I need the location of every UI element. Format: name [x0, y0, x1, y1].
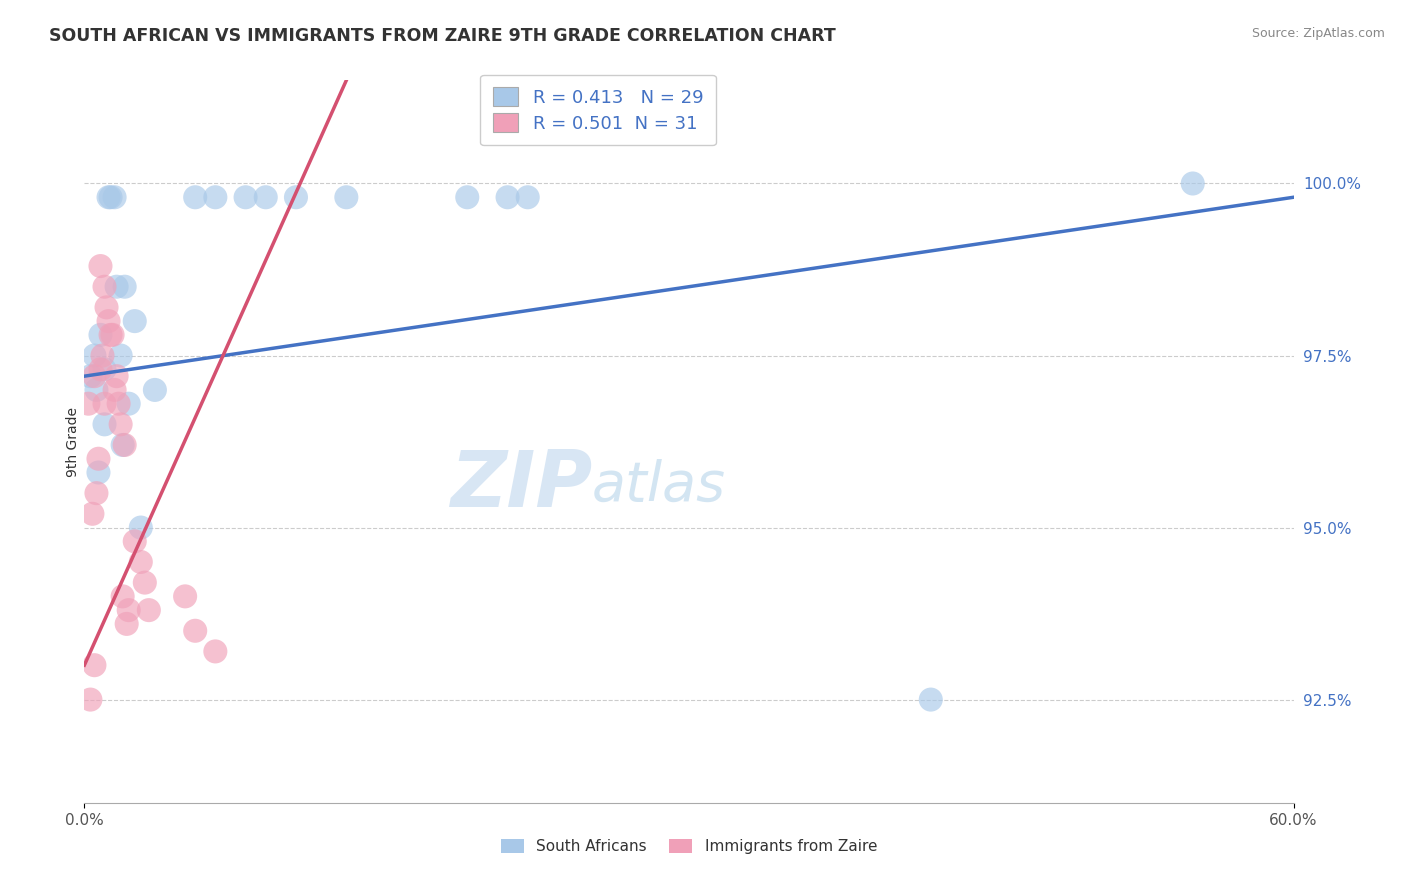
Point	[96, 301, 118, 315]
Point	[79, 692, 101, 706]
Legend: South Africans, Immigrants from Zaire: South Africans, Immigrants from Zaire	[495, 832, 883, 860]
Point	[335, 190, 357, 204]
Point	[105, 279, 128, 293]
Text: atlas: atlas	[592, 458, 727, 511]
Point	[105, 369, 128, 384]
Point	[87, 451, 110, 466]
Point	[204, 190, 226, 204]
Point	[89, 327, 111, 342]
Y-axis label: 9th Grade: 9th Grade	[66, 407, 80, 476]
Point	[118, 603, 141, 617]
Point	[235, 190, 257, 204]
Point	[100, 190, 122, 204]
Point	[97, 190, 120, 204]
Point	[104, 190, 127, 204]
Point	[129, 520, 152, 534]
Point	[1181, 177, 1204, 191]
Point	[107, 397, 129, 411]
Point	[143, 383, 166, 397]
Point	[104, 383, 127, 397]
Point	[97, 314, 120, 328]
Point	[114, 279, 136, 293]
Point	[111, 590, 134, 604]
Point	[77, 397, 100, 411]
Point	[920, 692, 942, 706]
Point	[124, 314, 146, 328]
Point	[496, 190, 519, 204]
Point	[89, 259, 111, 273]
Point	[110, 349, 132, 363]
Point	[184, 190, 207, 204]
Point	[254, 190, 277, 204]
Point	[118, 397, 141, 411]
Point	[114, 438, 136, 452]
Point	[138, 603, 160, 617]
Point	[93, 417, 115, 432]
Text: Source: ZipAtlas.com: Source: ZipAtlas.com	[1251, 27, 1385, 40]
Point	[456, 190, 478, 204]
Point	[86, 383, 108, 397]
Point	[91, 349, 114, 363]
Text: ZIP: ZIP	[450, 447, 592, 523]
Point	[83, 349, 105, 363]
Point	[83, 658, 105, 673]
Point	[111, 438, 134, 452]
Point	[115, 616, 138, 631]
Point	[93, 362, 115, 376]
Point	[516, 190, 538, 204]
Point	[204, 644, 226, 658]
Point	[134, 575, 156, 590]
Point	[93, 279, 115, 293]
Point	[79, 369, 101, 384]
Point	[129, 555, 152, 569]
Point	[82, 507, 104, 521]
Point	[93, 397, 115, 411]
Point	[285, 190, 308, 204]
Point	[110, 417, 132, 432]
Point	[124, 534, 146, 549]
Point	[174, 590, 197, 604]
Point	[184, 624, 207, 638]
Point	[83, 369, 105, 384]
Point	[89, 362, 111, 376]
Point	[101, 327, 124, 342]
Point	[86, 486, 108, 500]
Point	[100, 327, 122, 342]
Text: SOUTH AFRICAN VS IMMIGRANTS FROM ZAIRE 9TH GRADE CORRELATION CHART: SOUTH AFRICAN VS IMMIGRANTS FROM ZAIRE 9…	[49, 27, 837, 45]
Point	[87, 466, 110, 480]
